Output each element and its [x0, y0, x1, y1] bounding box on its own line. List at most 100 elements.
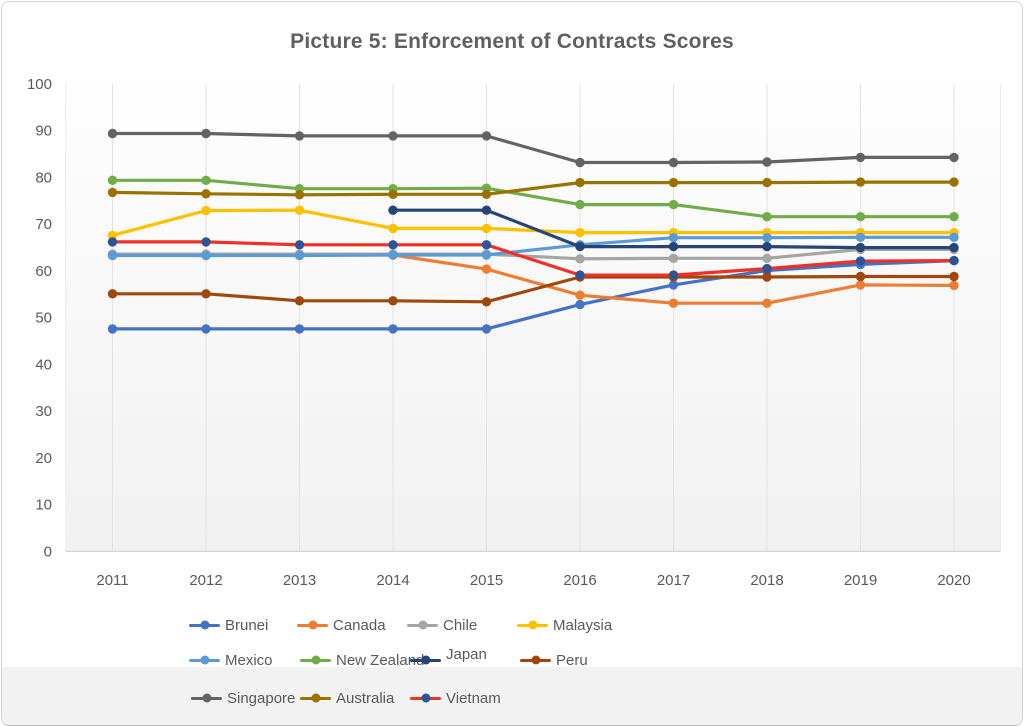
data-point-vietnam [294, 240, 305, 250]
data-point-brunei [107, 324, 118, 334]
data-point-peru [201, 289, 211, 299]
data-point-peru [855, 271, 866, 282]
legend-label: Japan [446, 645, 487, 663]
data-point-singapore [762, 157, 772, 167]
legend-marker-icon [189, 620, 220, 630]
data-point-canada [855, 280, 866, 290]
data-point-peru [388, 296, 398, 306]
data-point-singapore [668, 157, 679, 168]
data-point-japan [855, 242, 866, 253]
data-point-singapore [107, 128, 118, 139]
data-point-vietnam [949, 255, 959, 266]
data-point-chile [762, 253, 772, 263]
legend-marker-icon [517, 620, 548, 630]
data-point-australia [201, 189, 211, 199]
data-point-singapore [294, 131, 305, 141]
data-point-peru [481, 297, 492, 307]
chart-title: Picture 5: Enforcement of Contracts Scor… [290, 30, 734, 53]
data-point-brunei [388, 324, 398, 334]
data-point-mexico [294, 250, 305, 261]
legend-label: Mexico [225, 651, 273, 669]
legend-item-peru: Peru [520, 651, 588, 669]
data-point-mexico [201, 250, 211, 261]
data-point-malaysia [294, 205, 305, 215]
data-point-vietnam [481, 240, 492, 250]
legend-marker-icon [410, 693, 441, 703]
x-tick-label: 2012 [189, 572, 222, 589]
data-point-singapore [855, 152, 866, 163]
data-point-canada [949, 280, 959, 291]
legend-item-singapore: Singapore [191, 689, 295, 707]
data-point-mexico [388, 250, 398, 260]
data-point-australia [388, 189, 398, 199]
series-line-new-zealand [110, 178, 956, 219]
data-point-vietnam [855, 256, 866, 266]
y-tick-label: 60 [35, 263, 52, 280]
data-point-mexico [481, 250, 492, 260]
legend-label: New Zealand [336, 651, 425, 669]
y-tick-label: 40 [35, 356, 52, 373]
legend-marker-icon [410, 655, 441, 665]
data-point-australia [762, 177, 772, 188]
data-point-mexico [762, 233, 772, 243]
x-tick-label: 2020 [937, 572, 970, 589]
series-line-mexico [110, 235, 956, 258]
x-tick-label: 2017 [657, 572, 690, 589]
data-point-new-zealand [575, 199, 585, 210]
data-point-vietnam [388, 240, 398, 250]
data-point-australia [107, 187, 118, 198]
data-point-malaysia [481, 223, 492, 234]
series-line-malaysia [110, 208, 956, 237]
y-tick-label: 50 [35, 310, 52, 327]
y-tick-label: 100 [27, 76, 52, 93]
data-point-new-zealand [668, 199, 679, 210]
legend-item-brunei: Brunei [189, 616, 268, 634]
x-tick-label: 2015 [470, 572, 503, 589]
y-tick-label: 70 [35, 216, 52, 233]
legend-marker-icon [407, 620, 438, 630]
series-singapore [107, 128, 959, 168]
legend-marker-icon [520, 655, 551, 665]
data-point-japan [949, 242, 959, 253]
data-point-vietnam [201, 237, 211, 247]
legend-label: Australia [336, 689, 395, 707]
data-point-singapore [388, 131, 398, 141]
data-point-australia [575, 177, 585, 188]
y-tick-label: 0 [44, 543, 52, 560]
y-tick-label: 10 [35, 497, 52, 514]
y-tick-label: 90 [35, 123, 52, 140]
y-tick-label: 20 [35, 450, 52, 467]
data-point-new-zealand [949, 212, 959, 222]
data-point-brunei [481, 324, 492, 334]
data-point-singapore [201, 128, 211, 139]
y-tick-label: 30 [35, 403, 52, 420]
legend-item-mexico: Mexico [189, 651, 273, 669]
series-vietnam [107, 237, 959, 280]
legend-item-chile: Chile [407, 616, 477, 634]
data-point-new-zealand [201, 175, 211, 185]
legend-marker-icon [297, 620, 328, 630]
data-point-vietnam [575, 270, 585, 280]
x-axis-ticks: 2011 2012 2013 2014 2015 2016 2017 2018 2019 2020 [96, 572, 970, 589]
series-line-brunei [110, 259, 956, 331]
data-point-australia [481, 189, 492, 199]
legend-item-malaysia: Malaysia [517, 616, 612, 634]
x-tick-label: 2013 [283, 572, 316, 589]
data-point-vietnam [107, 237, 118, 247]
data-point-singapore [481, 131, 492, 141]
x-tick-label: 2018 [750, 572, 783, 589]
legend-label: Canada [333, 616, 386, 634]
data-point-canada [762, 298, 772, 308]
data-point-brunei [294, 324, 305, 334]
data-point-australia [855, 177, 866, 187]
data-point-japan [575, 241, 585, 252]
data-point-japan [388, 205, 398, 215]
data-point-peru [762, 272, 772, 282]
series-line-singapore [110, 131, 956, 165]
data-point-brunei [201, 324, 211, 334]
legend-label: Vietnam [446, 689, 501, 707]
series-line-peru [110, 274, 956, 304]
